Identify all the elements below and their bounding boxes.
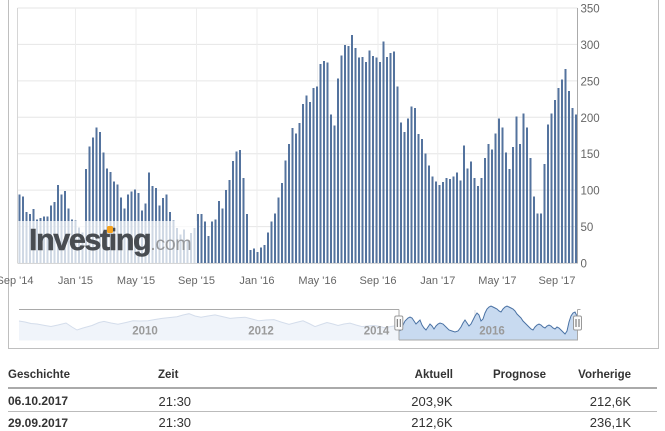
svg-text:100: 100 — [581, 186, 600, 198]
svg-text:Jan '16: Jan '16 — [239, 275, 274, 287]
svg-text:Sep '15: Sep '15 — [178, 275, 215, 287]
svg-text:350: 350 — [581, 4, 600, 16]
svg-text:200: 200 — [581, 113, 600, 125]
svg-text:Jan '15: Jan '15 — [58, 275, 93, 287]
svg-text:Sep '17: Sep '17 — [539, 275, 576, 287]
svg-text:2014: 2014 — [364, 326, 390, 338]
svg-text:250: 250 — [581, 76, 600, 88]
svg-text:May '15: May '15 — [117, 275, 155, 287]
svg-text:300: 300 — [581, 40, 600, 52]
svg-text:May '16: May '16 — [298, 275, 336, 287]
svg-text:Jan '17: Jan '17 — [420, 275, 455, 287]
svg-text:150: 150 — [581, 149, 600, 161]
svg-text:Sep '14: Sep '14 — [0, 275, 33, 287]
svg-text:0: 0 — [581, 259, 587, 271]
svg-text:2010: 2010 — [132, 326, 158, 338]
svg-text:50: 50 — [581, 222, 594, 234]
svg-text:Sep '16: Sep '16 — [360, 275, 397, 287]
svg-text:2012: 2012 — [248, 326, 274, 338]
svg-text:2016: 2016 — [479, 326, 505, 338]
svg-text:May '17: May '17 — [478, 275, 516, 287]
